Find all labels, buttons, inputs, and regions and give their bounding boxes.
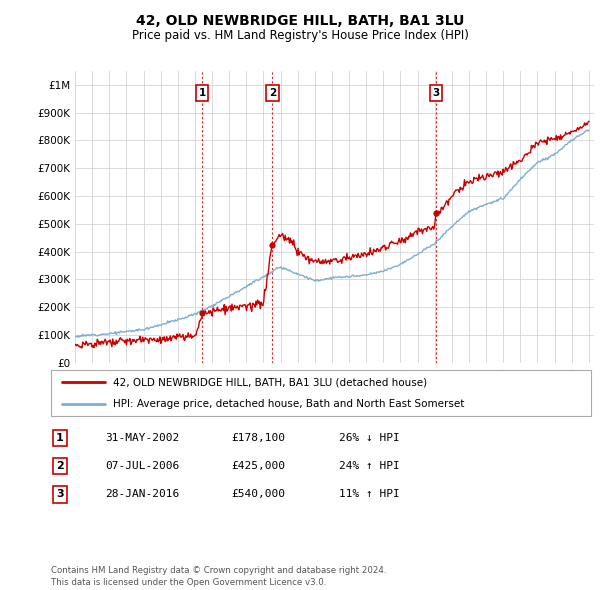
Text: 42, OLD NEWBRIDGE HILL, BATH, BA1 3LU (detached house): 42, OLD NEWBRIDGE HILL, BATH, BA1 3LU (d… [113,378,427,388]
Text: £540,000: £540,000 [231,490,285,499]
FancyBboxPatch shape [51,370,591,416]
Text: 07-JUL-2006: 07-JUL-2006 [105,461,179,471]
Text: 28-JAN-2016: 28-JAN-2016 [105,490,179,499]
Text: Price paid vs. HM Land Registry's House Price Index (HPI): Price paid vs. HM Land Registry's House … [131,29,469,42]
Text: 2: 2 [269,88,276,98]
Text: 24% ↑ HPI: 24% ↑ HPI [339,461,400,471]
Text: 11% ↑ HPI: 11% ↑ HPI [339,490,400,499]
Text: HPI: Average price, detached house, Bath and North East Somerset: HPI: Average price, detached house, Bath… [113,399,464,409]
Text: £178,100: £178,100 [231,433,285,442]
Text: 2: 2 [56,461,64,471]
Text: 1: 1 [199,88,206,98]
Text: 42, OLD NEWBRIDGE HILL, BATH, BA1 3LU: 42, OLD NEWBRIDGE HILL, BATH, BA1 3LU [136,14,464,28]
Text: 3: 3 [56,490,64,499]
Text: £425,000: £425,000 [231,461,285,471]
Text: Contains HM Land Registry data © Crown copyright and database right 2024.
This d: Contains HM Land Registry data © Crown c… [51,566,386,587]
Text: 3: 3 [432,88,440,98]
Text: 31-MAY-2002: 31-MAY-2002 [105,433,179,442]
Text: 26% ↓ HPI: 26% ↓ HPI [339,433,400,442]
Text: 1: 1 [56,433,64,442]
